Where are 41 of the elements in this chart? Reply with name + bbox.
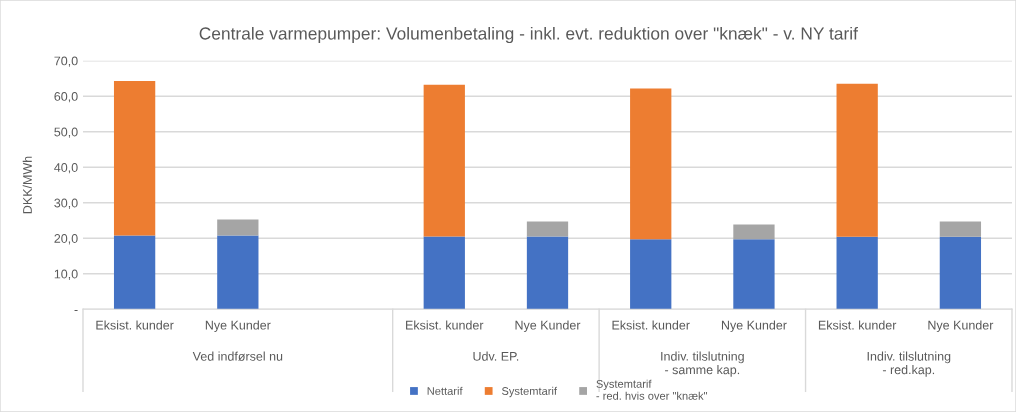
x-tick-label: Nye Kunder — [205, 320, 271, 333]
text: Ved indførsel nu — [192, 351, 283, 361]
bar — [630, 239, 672, 310]
bar — [217, 219, 259, 236]
x-tick-label: Eksist. kunder — [612, 320, 690, 330]
bar — [733, 224, 775, 240]
bar — [939, 221, 982, 237]
y-tick-label: 20,0 — [54, 234, 78, 245]
x-tick-label: Nye Kunder — [928, 320, 994, 333]
bar — [113, 235, 156, 310]
text: Udv. EP. — [473, 351, 519, 361]
bar — [939, 236, 982, 310]
y-tick-label: - — [74, 310, 78, 311]
bar — [836, 83, 878, 237]
legend-label: Nettarif — [427, 386, 463, 395]
y-tick-label: 30,0 — [54, 198, 78, 209]
x-tick-label: Nye Kunder — [515, 320, 581, 333]
bar — [526, 236, 569, 310]
legend-label: Systemtarif - red. hvis over "knæk" — [596, 379, 708, 400]
text: Indiv. tilslutning - red.kap. — [867, 351, 951, 377]
x-tick-label: Eksist. kunder — [96, 320, 174, 330]
y-tick-label: 10,0 — [54, 269, 78, 280]
text: Indiv. tilslutning - samme kap. — [661, 351, 744, 377]
x-tick-label: Eksist. kunder — [818, 320, 897, 330]
chart-title: Centrale varmepumper: Volumenbetaling - inkl. evt. reduktion over "knæk" - v. NY tarif — [199, 26, 858, 44]
x-tick-label: Nye Kunder — [721, 320, 787, 333]
bar — [423, 84, 465, 237]
y-tick-label: 40,0 — [54, 163, 78, 174]
x-tick-label: Eksist. kunder — [406, 320, 484, 330]
legend-label: Systemtarif — [501, 386, 558, 398]
bar — [836, 236, 878, 310]
bar — [423, 236, 465, 310]
bar — [630, 88, 672, 240]
bar — [217, 235, 259, 310]
y-tick-label: 70,0 — [54, 56, 78, 67]
y-tick-label: 50,0 — [54, 127, 78, 138]
bar — [526, 221, 569, 237]
bar — [113, 80, 156, 236]
y-axis-title: DKK/MWh — [22, 156, 32, 214]
y-tick-label: 60,0 — [54, 92, 78, 103]
bar — [733, 239, 775, 310]
